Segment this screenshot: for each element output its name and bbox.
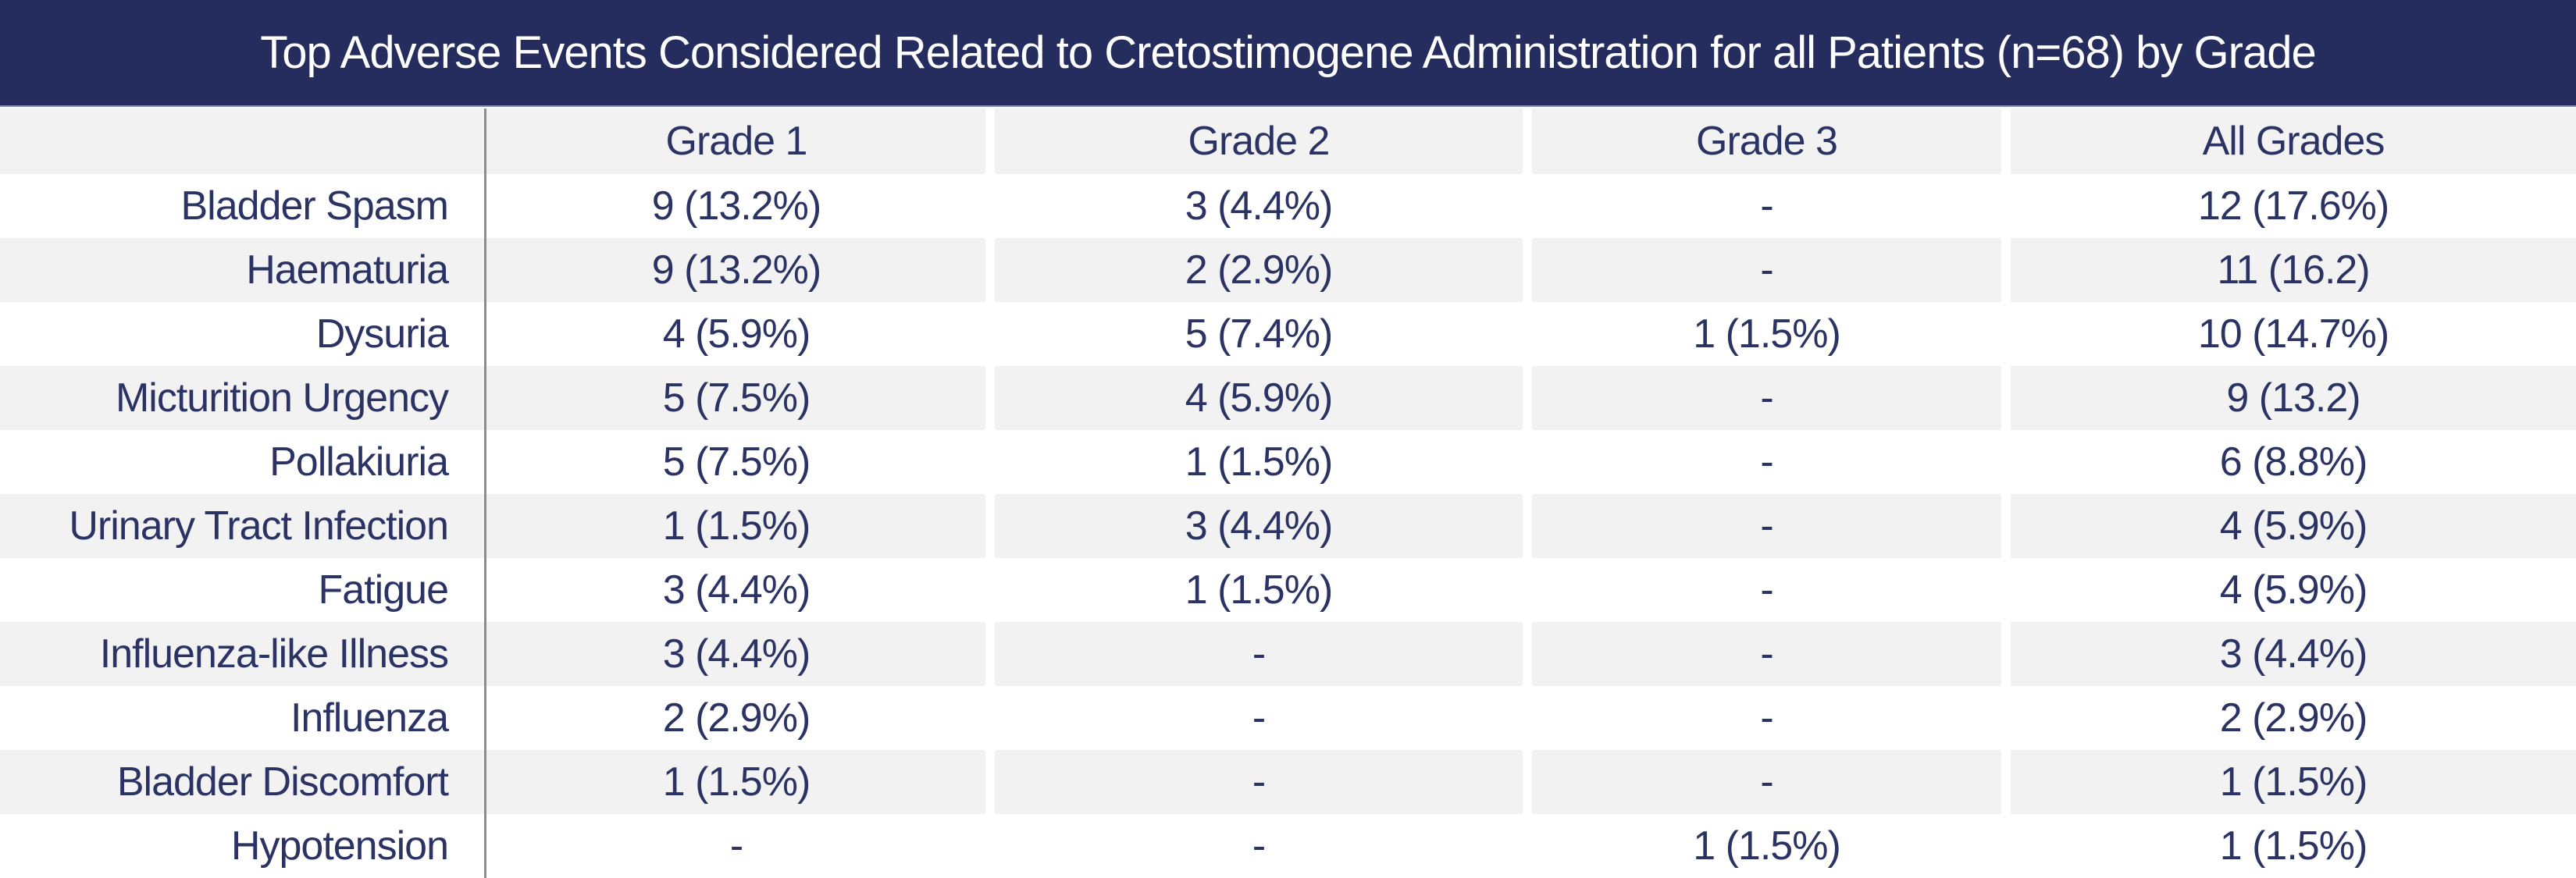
all-grades-value: 4 (5.9%)	[2011, 494, 2576, 558]
grade-2-value: 3 (4.4%)	[995, 494, 1523, 558]
grade-2-value: 2 (2.9%)	[995, 238, 1523, 302]
column-header-grade-1: Grade 1	[487, 108, 985, 174]
all-grades-value: 1 (1.5%)	[2011, 750, 2576, 814]
grade-3-value: -	[1532, 494, 2001, 558]
all-grades-value: 9 (13.2)	[2011, 366, 2576, 430]
grade-3-value: -	[1760, 695, 1773, 741]
grade-1-value: 9 (13.2%)	[651, 183, 821, 229]
grade-3-value: -	[1760, 439, 1773, 485]
grade-1-value: 3 (4.4%)	[487, 622, 985, 686]
table-row: Hypotension - - 1 (1.5%) 1 (1.5%)	[0, 814, 2576, 878]
row-label: Urinary Tract Infection	[0, 494, 487, 558]
column-header-event	[0, 108, 487, 174]
grade-2-value: 3 (4.4%)	[1185, 183, 1334, 229]
row-label: Fatigue	[318, 567, 449, 613]
table-row: Pollakiuria 5 (7.5%) 1 (1.5%) - 6 (8.8%)	[0, 430, 2576, 494]
all-grades-value: 1 (1.5%)	[2219, 823, 2368, 869]
grade-1-value: 5 (7.5%)	[487, 366, 985, 430]
grade-3-value: 1 (1.5%)	[1693, 311, 1841, 357]
table-body: Bladder Spasm 9 (13.2%) 3 (4.4%) - 12 (1…	[0, 174, 2576, 878]
grade-1-value: 5 (7.5%)	[662, 439, 811, 485]
table-row: Influenza 2 (2.9%) - - 2 (2.9%)	[0, 686, 2576, 750]
grade-2-value: 5 (7.4%)	[1185, 311, 1334, 357]
grade-2-value: -	[995, 750, 1523, 814]
grade-1-value: 9 (13.2%)	[487, 238, 985, 302]
row-label: Influenza	[290, 695, 449, 741]
all-grades-value: 2 (2.9%)	[2219, 695, 2368, 741]
grade-3-value: -	[1532, 622, 2001, 686]
grade-2-value: 1 (1.5%)	[1185, 567, 1334, 613]
grade-1-value: 1 (1.5%)	[487, 494, 985, 558]
grade-2-value: 1 (1.5%)	[1185, 439, 1334, 485]
row-label: Hypotension	[230, 823, 449, 869]
row-label: Haematuria	[0, 238, 487, 302]
grade-3-value: -	[1532, 238, 2001, 302]
grade-1-value: 3 (4.4%)	[662, 567, 811, 613]
table-header-row: Grade 1 Grade 2 Grade 3 All Grades	[0, 108, 2576, 174]
all-grades-value: 12 (17.6%)	[2197, 183, 2389, 229]
grade-3-value: 1 (1.5%)	[1693, 823, 1841, 869]
column-header-all-grades: All Grades	[2011, 108, 2576, 174]
table-row: Fatigue 3 (4.4%) 1 (1.5%) - 4 (5.9%)	[0, 558, 2576, 622]
table-row: Influenza-like Illness 3 (4.4%) - - 3 (4…	[0, 622, 2576, 686]
table-row: Bladder Discomfort 1 (1.5%) - - 1 (1.5%)	[0, 750, 2576, 814]
all-grades-value: 4 (5.9%)	[2219, 567, 2368, 613]
grade-1-value: 2 (2.9%)	[662, 695, 811, 741]
all-grades-value: 11 (16.2)	[2011, 238, 2576, 302]
table-row: Micturition Urgency 5 (7.5%) 4 (5.9%) - …	[0, 366, 2576, 430]
row-label: Pollakiuria	[269, 439, 449, 485]
table-row: Haematuria 9 (13.2%) 2 (2.9%) - 11 (16.2…	[0, 238, 2576, 302]
table-row: Bladder Spasm 9 (13.2%) 3 (4.4%) - 12 (1…	[0, 174, 2576, 238]
grade-3-value: -	[1532, 750, 2001, 814]
all-grades-value: 3 (4.4%)	[2011, 622, 2576, 686]
grade-2-value: -	[995, 622, 1523, 686]
grade-2-value: 4 (5.9%)	[995, 366, 1523, 430]
figure-title-bar: Top Adverse Events Considered Related to…	[0, 0, 2576, 107]
grade-1-value: 4 (5.9%)	[662, 311, 811, 357]
all-grades-value: 10 (14.7%)	[2197, 311, 2389, 357]
column-header-grade-2: Grade 2	[995, 108, 1523, 174]
row-label: Micturition Urgency	[0, 366, 487, 430]
grade-3-value: -	[1760, 183, 1773, 229]
grade-3-value: -	[1760, 567, 1773, 613]
grade-3-value: -	[1532, 366, 2001, 430]
row-label: Bladder Discomfort	[0, 750, 487, 814]
grade-2-value: -	[1252, 823, 1266, 869]
grade-1-value: -	[729, 823, 743, 869]
grade-2-value: -	[1252, 695, 1266, 741]
figure-title: Top Adverse Events Considered Related to…	[260, 27, 2317, 78]
table-row: Dysuria 4 (5.9%) 5 (7.4%) 1 (1.5%) 10 (1…	[0, 302, 2576, 366]
row-label: Bladder Spasm	[180, 183, 449, 229]
table-row: Urinary Tract Infection 1 (1.5%) 3 (4.4%…	[0, 494, 2576, 558]
grade-1-value: 1 (1.5%)	[487, 750, 985, 814]
column-divider-line	[484, 108, 486, 878]
column-header-grade-3: Grade 3	[1532, 108, 2001, 174]
row-label: Dysuria	[315, 311, 449, 357]
adverse-events-table: Grade 1 Grade 2 Grade 3 All Grades Bladd…	[0, 108, 2576, 878]
row-label: Influenza-like Illness	[0, 622, 487, 686]
all-grades-value: 6 (8.8%)	[2219, 439, 2368, 485]
